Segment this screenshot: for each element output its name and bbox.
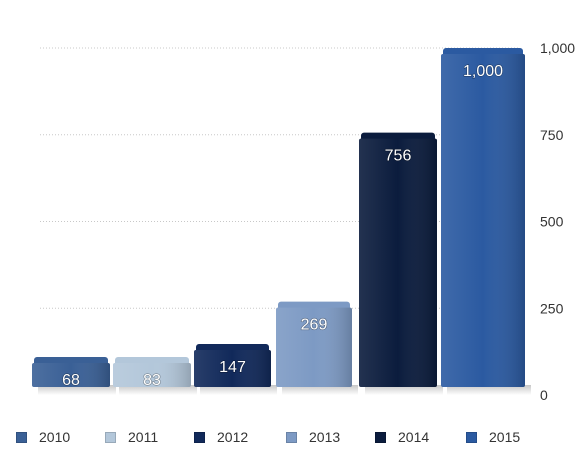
bar-2011 <box>113 357 191 387</box>
bar-shading <box>441 54 525 387</box>
data-label: 1,000 <box>463 63 503 80</box>
bar-shading <box>32 363 110 387</box>
bar-shading <box>276 307 352 387</box>
legend-swatch <box>16 431 27 443</box>
data-label: 756 <box>385 148 412 165</box>
y-tick-label: 250 <box>540 300 564 316</box>
legend-label: 2011 <box>128 429 159 445</box>
data-label: 269 <box>301 317 328 334</box>
legend-swatch <box>105 431 116 443</box>
bar-shadow <box>38 385 116 395</box>
y-tick-label: 750 <box>540 127 564 143</box>
bar-2014 <box>359 132 437 387</box>
bar-shadow <box>365 385 443 395</box>
data-label: 68 <box>62 372 80 389</box>
y-tick-label: 1,000 <box>540 40 575 56</box>
bar-2015 <box>441 48 525 387</box>
legend-item-2014: 2014 <box>375 426 429 448</box>
legend: 2010 2011 2012 2013 2014 2015 <box>0 426 588 448</box>
legend-item-2015: 2015 <box>466 426 520 448</box>
y-tick-label: 0 <box>540 387 548 403</box>
bar-2013 <box>276 301 352 387</box>
bar-2010 <box>32 357 110 387</box>
bar-shadow <box>119 385 197 395</box>
legend-label: 2013 <box>309 429 341 445</box>
legend-swatch <box>286 431 297 443</box>
bar-shadow <box>200 385 277 395</box>
legend-item-2010: 2010 <box>16 426 70 448</box>
data-label: 83 <box>143 372 161 389</box>
legend-label: 2012 <box>217 429 249 445</box>
bar-shading <box>194 349 271 387</box>
bar-shadow <box>447 385 531 395</box>
legend-label: 2014 <box>398 429 430 445</box>
y-tick-label: 500 <box>540 214 564 230</box>
legend-item-2013: 2013 <box>286 426 340 448</box>
bar-shading <box>359 138 437 387</box>
legend-swatch <box>466 431 477 443</box>
y-axis-ticks: 0 250 500 750 1,000 <box>540 40 575 403</box>
legend-item-2011: 2011 <box>105 426 158 448</box>
bar-shading <box>113 363 191 387</box>
bars <box>32 48 525 387</box>
legend-swatch <box>375 431 386 443</box>
data-labels: 68 83 147 269 756 1,000 <box>62 62 504 389</box>
legend-swatch <box>194 431 205 443</box>
data-label: 147 <box>219 359 246 376</box>
legend-item-2012: 2012 <box>194 426 248 448</box>
bar-shadow <box>282 385 358 395</box>
legend-label: 2010 <box>39 429 71 445</box>
bar-2012 <box>194 343 271 387</box>
bar-shadows <box>38 385 531 395</box>
legend-label: 2015 <box>489 429 521 445</box>
